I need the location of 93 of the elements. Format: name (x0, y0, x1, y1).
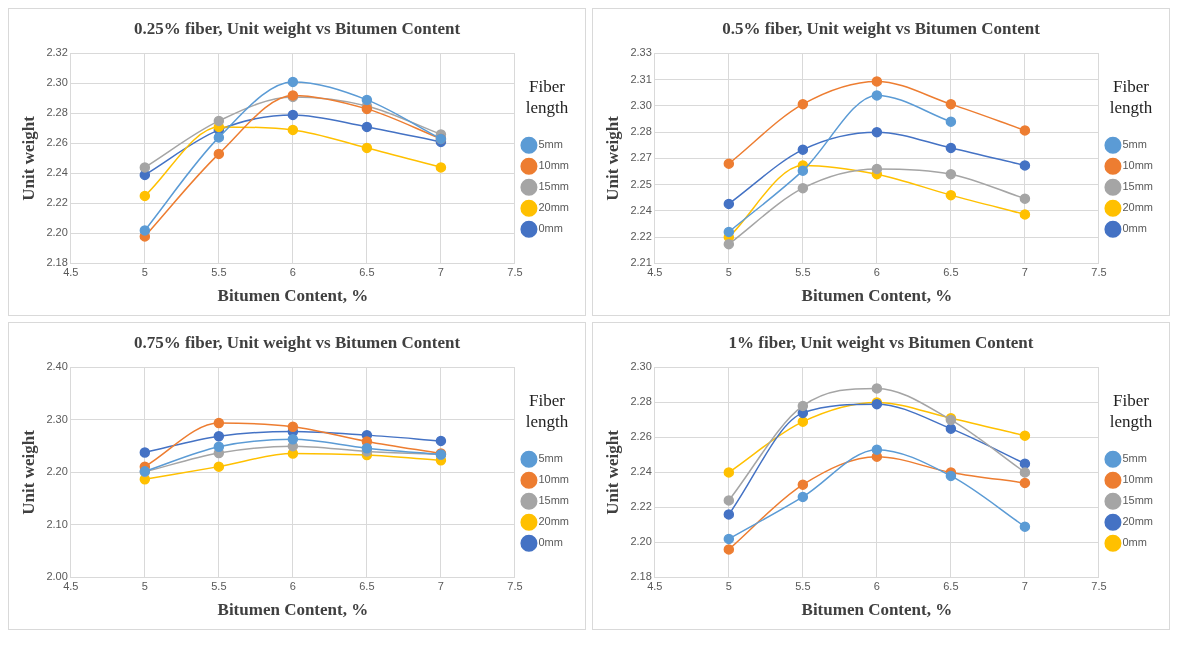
legend-title: Fiber length (525, 391, 569, 431)
x-tick-label: 5 (725, 580, 732, 593)
y-tick-label: 2.20 (46, 465, 68, 478)
y-tick-label: 2.21 (630, 256, 652, 269)
y-tick-label: 2.24 (630, 465, 652, 478)
legend-title: Fiber length (1109, 77, 1153, 117)
y-tick-label: 2.30 (46, 412, 68, 425)
y-tick-label: 2.32 (46, 46, 68, 59)
x-tick-label: 7.5 (1091, 266, 1107, 279)
x-tick-label: 5.5 (211, 266, 227, 279)
x-tick-label: 5 (725, 266, 732, 279)
x-tick-label: 4.5 (63, 580, 79, 593)
x-tick-label: 5.5 (795, 580, 811, 593)
y-tick-label: 2.18 (630, 570, 652, 583)
legend-label: 15mm (538, 180, 569, 193)
x-tick-label: 4.5 (647, 580, 663, 593)
y-tick-label: 2.40 (46, 360, 68, 373)
x-tick-label: 7 (437, 580, 444, 593)
y-axis-title: Unit weight (18, 115, 38, 201)
y-axis-title: Unit weight (18, 429, 38, 515)
legend-label: 20mm (1122, 515, 1153, 528)
chart-title: 0.75% fiber, Unit weight vs Bitumen Content (133, 332, 461, 352)
legend-label: 10mm (1122, 473, 1153, 486)
x-axis-title: Bitumen Content, % (801, 600, 953, 620)
x-tick-label: 6 (873, 266, 880, 279)
y-tick-label: 2.27 (630, 151, 652, 164)
legend-label: 20mm (1122, 201, 1153, 214)
legend-label: 5mm (1122, 452, 1147, 465)
y-tick-label: 2.00 (46, 570, 68, 583)
y-tick-label: 2.18 (46, 256, 68, 269)
x-tick-label: 5 (141, 580, 148, 593)
legend-label: 5mm (1122, 138, 1147, 151)
x-tick-label: 6 (289, 266, 296, 279)
legend-title: Fiber length (525, 77, 569, 117)
legend-label: 10mm (538, 159, 569, 172)
y-axis-title: Unit weight (602, 429, 622, 515)
x-tick-label: 4.5 (63, 266, 79, 279)
legend-label: 5mm (538, 452, 563, 465)
chart-title: 1% fiber, Unit weight vs Bitumen Content (728, 332, 1034, 352)
x-tick-label: 7 (1021, 580, 1028, 593)
x-tick-label: 7.5 (507, 580, 523, 593)
x-tick-label: 7 (437, 266, 444, 279)
legend-label: 15mm (538, 494, 569, 507)
y-tick-label: 2.26 (46, 136, 68, 149)
y-tick-label: 2.10 (46, 517, 68, 530)
x-tick-label: 7.5 (1091, 580, 1107, 593)
y-tick-label: 2.28 (46, 106, 68, 119)
x-axis-title: Bitumen Content, % (801, 286, 953, 306)
legend-label: 10mm (1122, 159, 1153, 172)
y-tick-label: 2.22 (46, 196, 68, 209)
x-tick-label: 5.5 (211, 580, 227, 593)
y-tick-label: 2.24 (630, 203, 652, 216)
y-tick-label: 2.30 (46, 76, 68, 89)
y-tick-label: 2.31 (630, 72, 652, 85)
x-axis-title: Bitumen Content, % (217, 286, 369, 306)
y-tick-label: 2.30 (630, 98, 652, 111)
x-tick-label: 6 (873, 580, 880, 593)
legend-label: 10mm (538, 473, 569, 486)
y-tick-label: 2.20 (46, 226, 68, 239)
legend-label: 20mm (538, 515, 569, 528)
legend-label: 15mm (1122, 494, 1153, 507)
x-tick-label: 4.5 (647, 266, 663, 279)
legend-label: 5mm (538, 138, 563, 151)
y-tick-label: 2.20 (630, 535, 652, 548)
chart-title: 0.5% fiber, Unit weight vs Bitumen Content (722, 18, 1041, 38)
x-tick-label: 7.5 (507, 266, 523, 279)
legend-label: 20mm (538, 201, 569, 214)
y-tick-label: 2.25 (630, 177, 652, 190)
x-tick-label: 7 (1021, 266, 1028, 279)
y-tick-label: 2.28 (630, 395, 652, 408)
x-tick-label: 6.5 (943, 580, 959, 593)
y-axis-title: Unit weight (602, 115, 622, 201)
y-tick-label: 2.24 (46, 166, 68, 179)
y-tick-label: 2.33 (630, 46, 652, 59)
x-tick-label: 5.5 (795, 266, 811, 279)
legend-label: 0mm (538, 536, 563, 549)
y-tick-label: 2.22 (630, 230, 652, 243)
x-tick-label: 6.5 (943, 266, 959, 279)
x-tick-label: 6 (289, 580, 296, 593)
x-tick-label: 5 (141, 266, 148, 279)
legend-label: 15mm (1122, 180, 1153, 193)
x-axis-title: Bitumen Content, % (217, 600, 369, 620)
legend-label: 0mm (538, 222, 563, 235)
x-tick-label: 6.5 (359, 580, 375, 593)
legend-label: 0mm (1122, 222, 1147, 235)
y-tick-label: 2.26 (630, 430, 652, 443)
legend-label: 0mm (1122, 536, 1147, 549)
y-tick-label: 2.22 (630, 500, 652, 513)
y-tick-label: 2.28 (630, 125, 652, 138)
x-tick-label: 6.5 (359, 266, 375, 279)
y-tick-label: 2.30 (630, 360, 652, 373)
chart-title: 0.25% fiber, Unit weight vs Bitumen Content (133, 18, 461, 38)
legend-title: Fiber length (1109, 391, 1153, 431)
